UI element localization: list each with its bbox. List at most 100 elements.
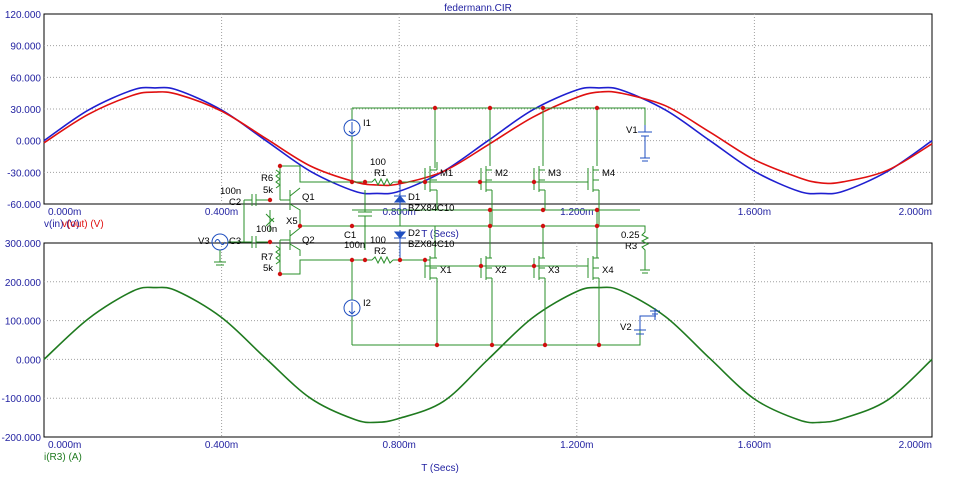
top-x-tick-label: 0.400m — [205, 207, 238, 218]
top-x-tick-labels: 0.000m 0.400m 0.800m 1.200m 1.600m 2.000m — [48, 207, 932, 218]
label-x4: X4 — [602, 265, 614, 276]
label-r7-val: 5k — [263, 263, 273, 274]
bottom-grid — [44, 243, 932, 437]
label-q1: Q1 — [302, 192, 315, 203]
bottom-x-tick-label: 0.800m — [383, 440, 416, 451]
top-y-tick-label: 120.000 — [5, 10, 42, 21]
bottom-x-tick-label: 0.000m — [48, 440, 81, 451]
schematic-node — [477, 179, 483, 185]
label-v3: V3 — [198, 236, 210, 247]
label-m2: M2 — [495, 168, 508, 179]
schematic-node — [422, 257, 428, 263]
schematic-node — [540, 223, 546, 229]
label-q2: Q2 — [302, 235, 315, 246]
label-r1: R1 — [374, 168, 386, 179]
label-c3-val: 100n — [256, 224, 277, 235]
label-m4: M4 — [602, 168, 615, 179]
bottom-plot-frame — [43, 242, 933, 438]
schematic-labels: 100n C2 R6 5k Q1 X5 C3 100n V3 Q2 R7 5k … — [198, 118, 640, 333]
schematic-node — [487, 105, 493, 111]
schematic-node — [542, 342, 548, 348]
legend-vout: v(out) (V) — [62, 219, 104, 230]
top-x-tick-label: 0.800m — [383, 207, 416, 218]
top-series — [43, 86, 933, 195]
top-x-tick-label: 0.000m — [48, 207, 81, 218]
legend-ir3: i(R3) (A) — [44, 452, 82, 463]
bottom-x-tick-label: 1.600m — [738, 440, 771, 451]
schematic-node — [540, 207, 546, 213]
label-i1: I1 — [363, 118, 371, 129]
schematic-node — [594, 105, 600, 111]
label-x5: X5 — [286, 216, 298, 227]
label-x1: X1 — [440, 265, 452, 276]
top-y-tick-label: 30.000 — [10, 105, 41, 116]
schematic-node — [349, 257, 355, 263]
label-v1: V1 — [626, 125, 638, 136]
top-x-tick-label: 1.600m — [738, 207, 771, 218]
schematic-node — [540, 105, 546, 111]
bottom-y-tick-label: 300.000 — [5, 239, 42, 250]
top-plot: 120.000 90.000 60.000 30.000 0.000 -30.000 -60… — [5, 10, 933, 240]
bottom-y-tick-label: -200.000 — [2, 433, 42, 444]
schematic-node — [594, 207, 600, 213]
schematic-node — [297, 223, 303, 229]
bottom-x-tick-label: 2.000m — [899, 440, 932, 451]
label-r6: R6 — [261, 173, 273, 184]
bottom-series-line-ir3 — [43, 286, 933, 424]
schematic-node — [487, 207, 493, 213]
label-r3: R3 — [625, 241, 637, 252]
label-d1-part: BZX84C10 — [408, 203, 454, 214]
top-y-tick-label: -30.000 — [7, 168, 41, 179]
label-d2: D2 — [408, 228, 420, 239]
window-title: federmann.CIR — [444, 3, 512, 14]
schematic-node — [489, 342, 495, 348]
label-m1: M1 — [440, 168, 453, 179]
label-c2-name: C2 — [229, 197, 241, 208]
top-y-tick-label: 90.000 — [10, 42, 41, 53]
schematic-node — [422, 179, 428, 185]
label-c3: C3 — [229, 236, 241, 247]
schematic-node — [277, 163, 283, 169]
bottom-x-tick-label: 0.400m — [205, 440, 238, 451]
bottom-y-tick-label: 100.000 — [5, 317, 42, 328]
label-c2: 100n — [220, 186, 241, 197]
top-x-tick-label: 2.000m — [899, 207, 932, 218]
schematic-node — [434, 342, 440, 348]
schematic-node — [349, 179, 355, 185]
label-c1: C1 — [344, 230, 356, 241]
top-y-tick-label: -60.000 — [7, 200, 41, 211]
schematic-node — [596, 342, 602, 348]
label-d2-part: BZX84C10 — [408, 239, 454, 250]
top-y-tick-label: 0.000 — [16, 137, 41, 148]
label-r6-val: 5k — [263, 185, 273, 196]
label-r2-val: 100 — [370, 235, 386, 246]
schematic-node — [362, 179, 368, 185]
top-y-tick-labels: 120.000 90.000 60.000 30.000 0.000 -30.000 -60… — [5, 10, 42, 211]
top-y-tick-label: 60.000 — [10, 73, 41, 84]
schematic-node — [594, 223, 600, 229]
label-v2: V2 — [620, 322, 632, 333]
label-r1-val: 100 — [370, 157, 386, 168]
schematic-node — [267, 239, 273, 245]
top-x-axis-label: T (Secs) — [421, 229, 459, 240]
schematic-node — [397, 257, 403, 263]
label-x2: X2 — [495, 265, 507, 276]
bottom-y-tick-label: 200.000 — [5, 278, 42, 289]
schematic-node — [267, 197, 273, 203]
label-m3: M3 — [548, 168, 561, 179]
schematic-node — [349, 223, 355, 229]
label-r3-val: 0.25 — [621, 230, 640, 241]
circuit-schematic — [211, 107, 660, 346]
top-series-line-vout — [43, 90, 933, 187]
top-series-line-vin — [43, 86, 933, 195]
legend-vin: v(in) (V) — [44, 219, 80, 230]
schematic-node — [277, 271, 283, 277]
schematic-node — [478, 263, 484, 269]
bottom-y-tick-label: 0.000 — [16, 355, 41, 366]
bottom-x-tick-labels: 0.000m 0.400m 0.800m 1.200m 1.600m 2.000m — [48, 440, 932, 451]
label-x3: X3 — [548, 265, 560, 276]
bottom-series — [43, 286, 933, 424]
schematic-node — [432, 105, 438, 111]
